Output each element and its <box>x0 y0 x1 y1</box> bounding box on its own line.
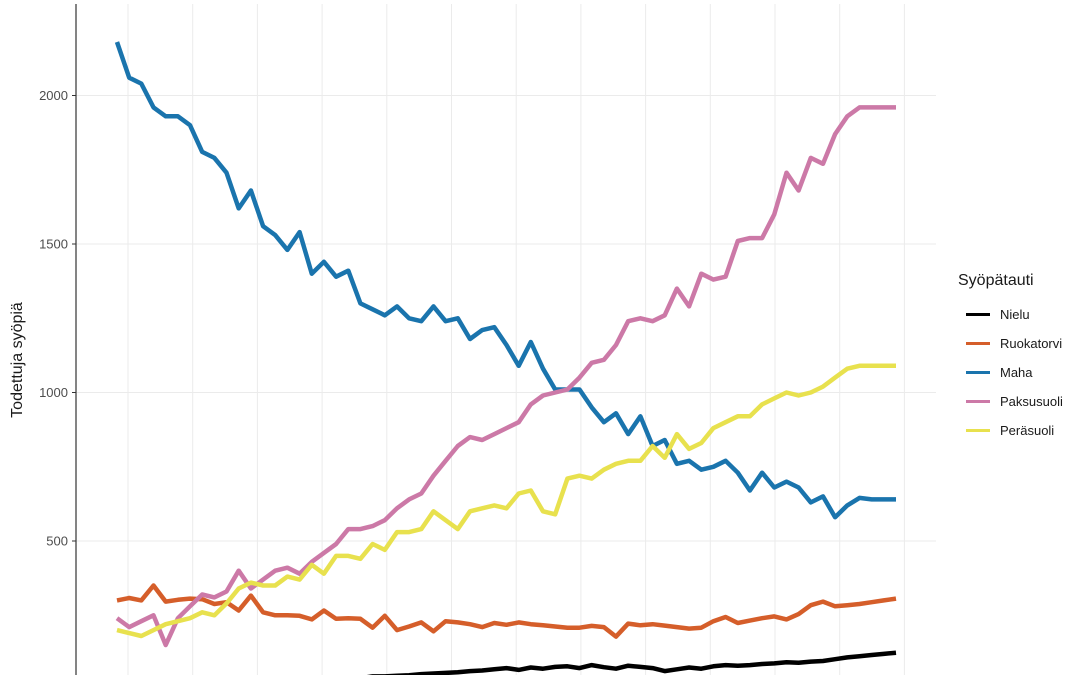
y-tick-label: 2000 <box>39 88 68 103</box>
legend-label: Paksusuoli <box>1000 394 1063 409</box>
legend-swatch <box>966 313 990 316</box>
series-line-peräsuoli <box>116 363 896 639</box>
x-gridlines <box>127 4 905 675</box>
legend-swatch <box>966 400 990 403</box>
legend-item-paksusuoli: Paksusuoli <box>958 387 1063 416</box>
series-line-nielu <box>366 650 897 675</box>
legend-swatch <box>966 342 990 345</box>
series-lines <box>114 41 897 675</box>
legend-title: Syöpätauti <box>958 272 1034 289</box>
y-axis-title: Todettuja syöpiä <box>9 302 26 418</box>
legend-swatch <box>966 371 990 374</box>
y-tick-label: 1000 <box>39 385 68 400</box>
legend-item-ruokatorvi: Ruokatorvi <box>958 329 1063 358</box>
y-tick-label: 500 <box>46 534 68 549</box>
legend-label: Nielu <box>1000 307 1030 322</box>
legend-label: Maha <box>1000 365 1033 380</box>
series-line-maha <box>114 41 896 520</box>
legend-label: Ruokatorvi <box>1000 336 1063 351</box>
legend-item-maha: Maha <box>958 358 1063 387</box>
legend-swatch <box>966 429 990 432</box>
legend-item-peräsuoli: Peräsuoli <box>958 416 1063 445</box>
y-tick-label: 1500 <box>39 237 68 252</box>
legend-label: Peräsuoli <box>1000 423 1055 438</box>
legend-items: Nielu Ruokatorvi Maha Paksusuoli Peräsuoli <box>958 300 1063 445</box>
series-line-ruokatorvi <box>116 583 897 639</box>
legend-item-nielu: Nielu <box>958 300 1063 329</box>
legend: Syöpätauti Nielu Ruokatorvi Maha Paksusuoli… <box>958 272 1063 445</box>
y-axis: 500 1000 1500 2000 <box>39 88 76 549</box>
